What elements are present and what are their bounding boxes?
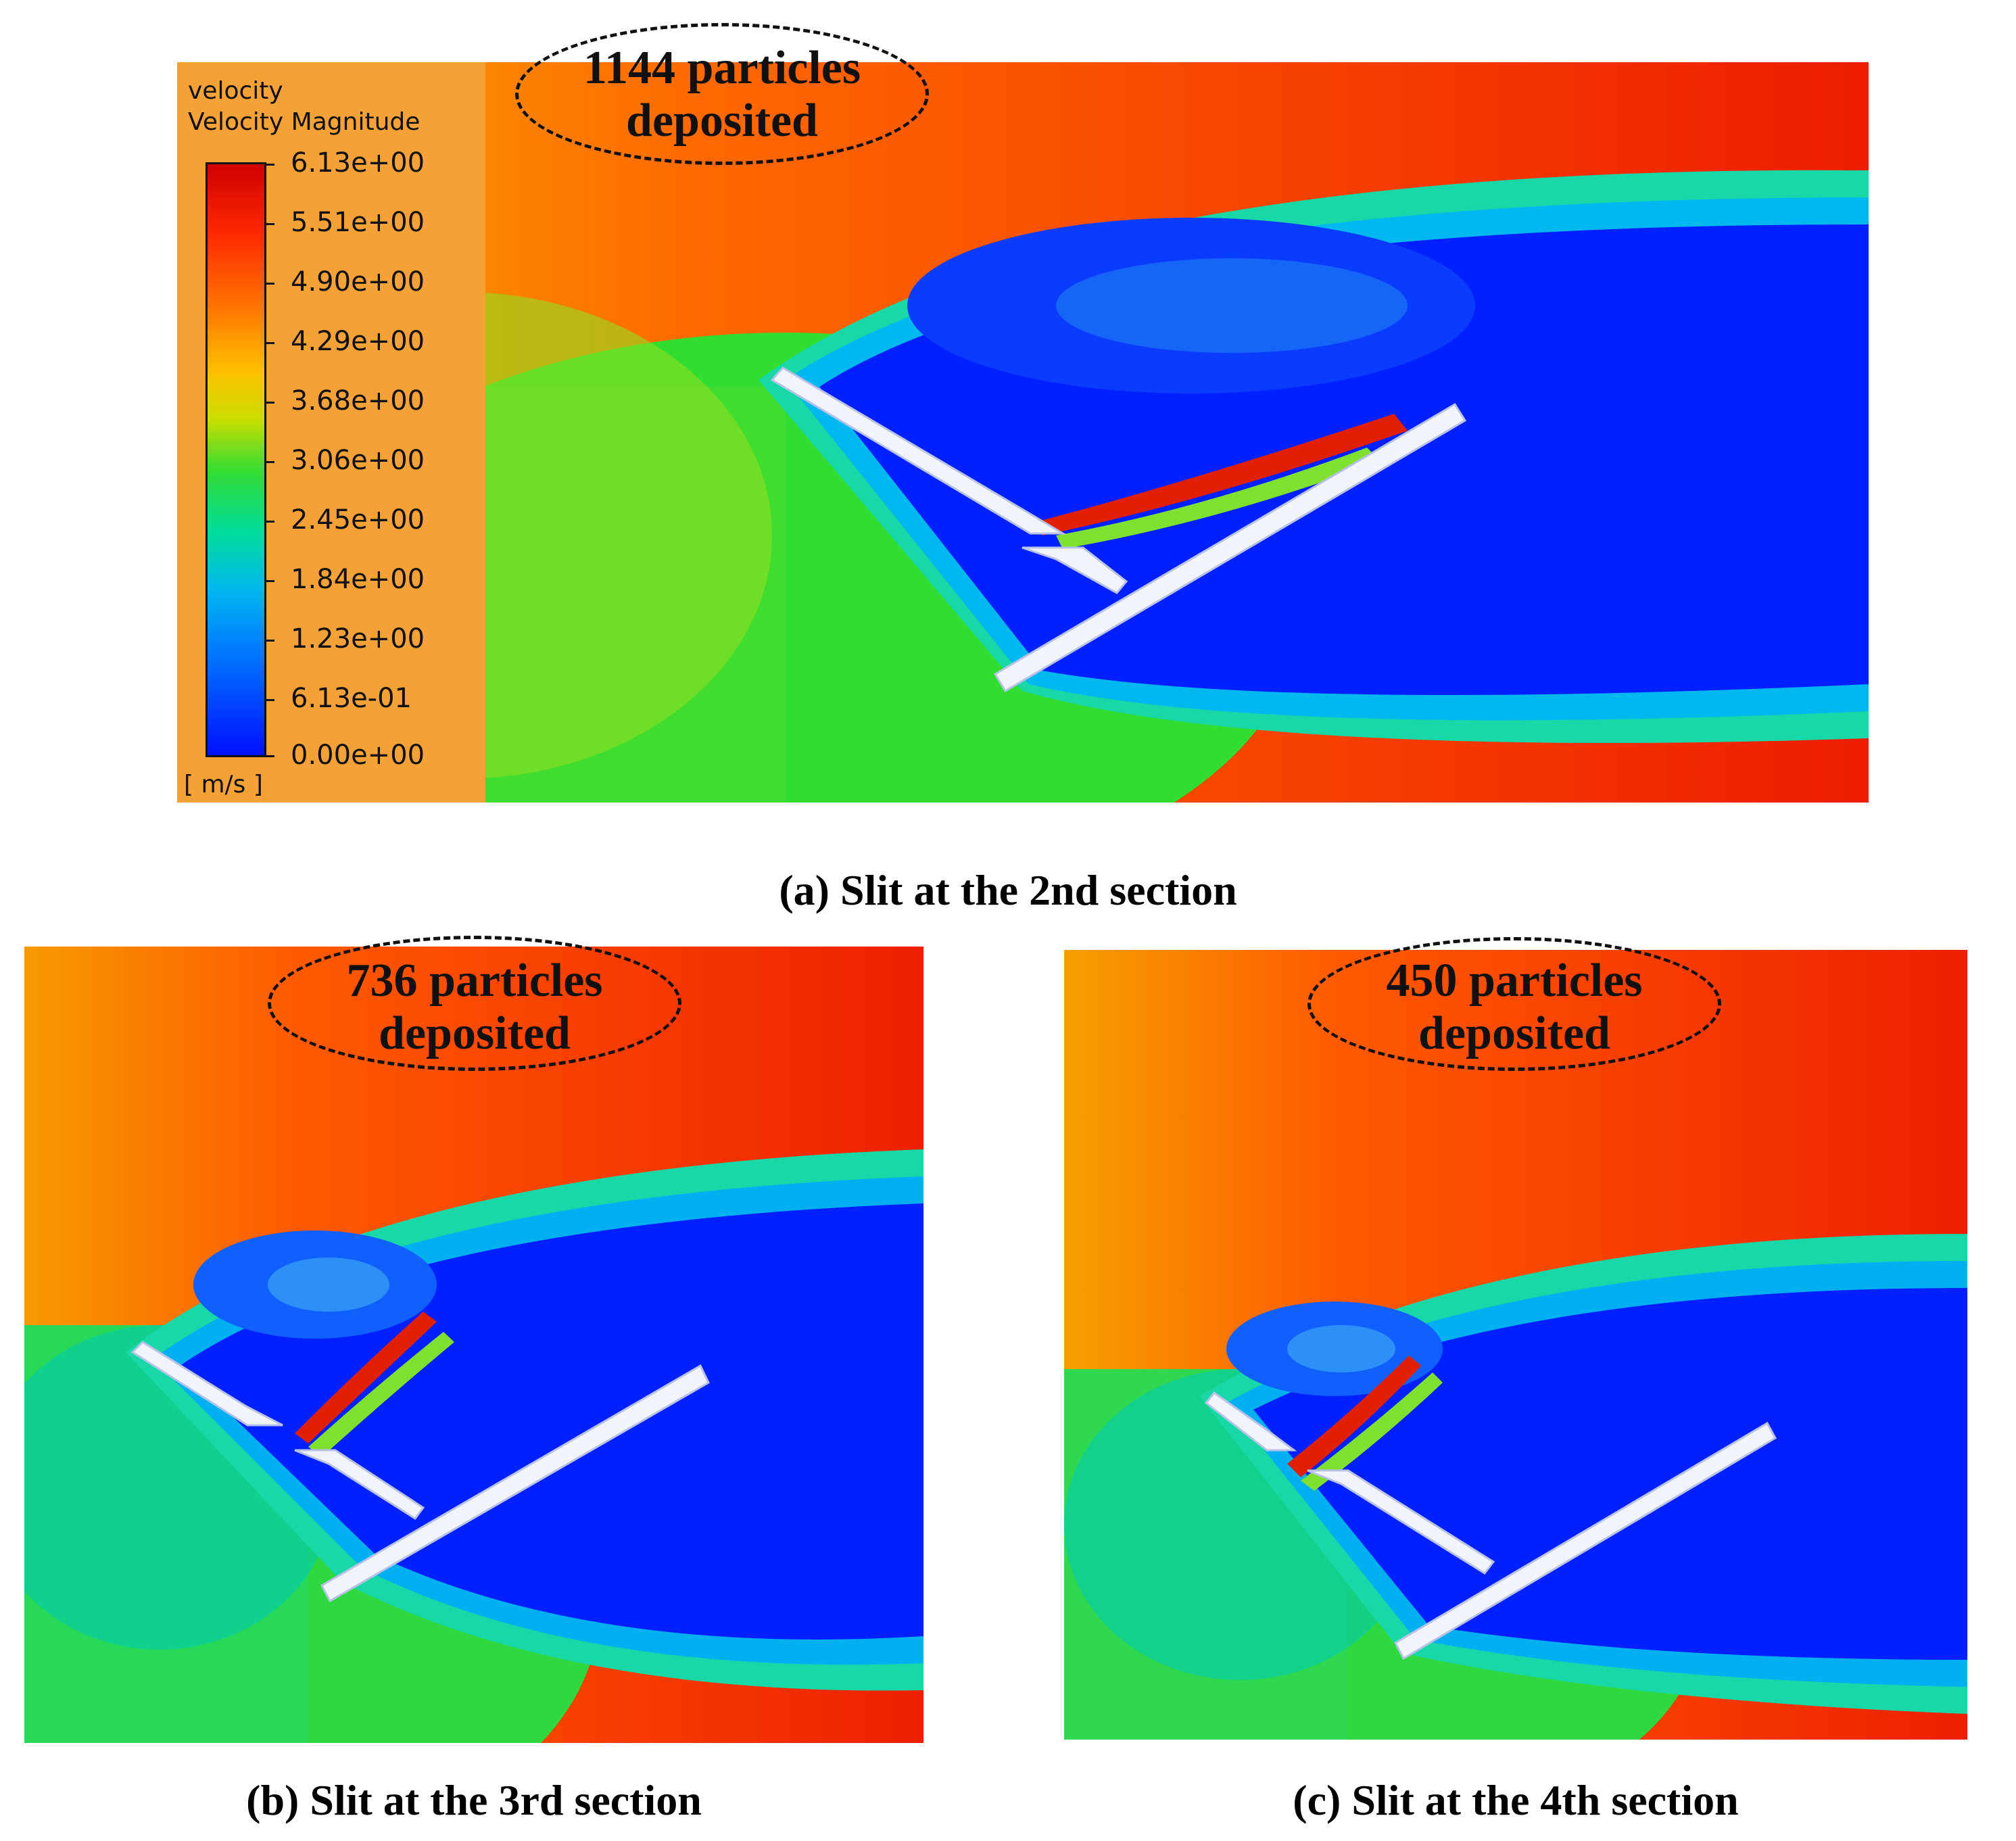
callout-deposited-c: deposited: [1418, 1007, 1610, 1060]
legend-tick-4: 3.68e+00: [291, 385, 425, 416]
callout-deposited-a: deposited: [626, 95, 818, 147]
legend-units: [ m/s ]: [184, 771, 263, 798]
callout-text-b: 736 particles deposited: [268, 955, 681, 1061]
legend-colorbar: [206, 162, 266, 757]
callout-count-c: 450 particles: [1386, 955, 1643, 1007]
legend-tick-2: 4.90e+00: [291, 266, 425, 297]
caption-b: (b) Slit at the 3rd section: [246, 1776, 702, 1824]
contour-panel-b: [24, 947, 923, 1743]
legend-tick-0: 6.13e+00: [291, 147, 425, 178]
contour-panel-c: [1064, 950, 1967, 1740]
legend-tick-9: 6.13e-01: [291, 683, 412, 714]
color-legend: velocity Velocity Magnitude 6.13e+00 5.5…: [177, 62, 485, 803]
legend-tick-5: 3.06e+00: [291, 445, 425, 476]
callout-ellipse-a: [515, 23, 929, 165]
callout-count-a: 1144 particles: [583, 42, 861, 94]
legend-tick-1: 5.51e+00: [291, 207, 425, 238]
caption-c: (c) Slit at the 4th section: [1293, 1776, 1739, 1824]
legend-tick-3: 4.29e+00: [291, 326, 425, 357]
caption-a: (a) Slit at the 2nd section: [779, 866, 1237, 914]
callout-ellipse-c: [1307, 937, 1721, 1071]
callout-deposited-b: deposited: [379, 1007, 571, 1060]
velocity-contour-c: [1064, 950, 1967, 1740]
legend-tick-8: 1.23e+00: [291, 623, 425, 654]
legend-tick-7: 1.84e+00: [291, 564, 425, 595]
callout-text-c: 450 particles deposited: [1307, 955, 1721, 1061]
legend-tick-10: 0.00e+00: [291, 740, 425, 771]
legend-tick-6: 2.45e+00: [291, 504, 425, 535]
velocity-contour-b: [24, 947, 923, 1743]
legend-title-variable: velocity: [188, 77, 283, 105]
callout-text-a: 1144 particles deposited: [515, 42, 929, 148]
callout-ellipse-b: [268, 936, 681, 1071]
callout-count-b: 736 particles: [346, 955, 603, 1007]
legend-title-quantity: Velocity Magnitude: [188, 108, 421, 136]
